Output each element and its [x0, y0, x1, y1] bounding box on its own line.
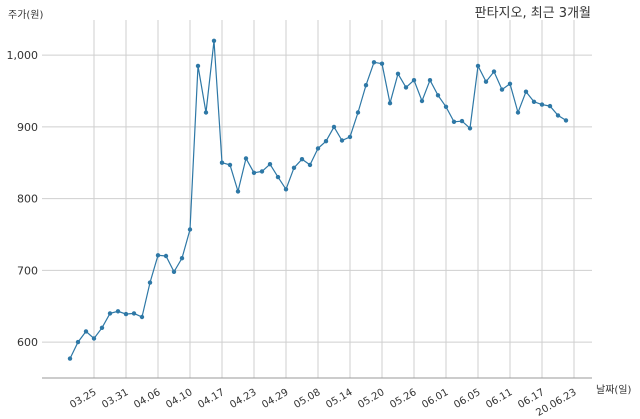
y-tick-label: 900 — [17, 121, 38, 134]
price-point — [275, 174, 281, 180]
price-point — [403, 85, 409, 90]
price-point — [483, 79, 489, 84]
price-point — [131, 311, 137, 316]
x-tick-labels: 03.25 03.31 04.06 04.10 04.17 04.23 04.29 05.08… — [68, 387, 578, 419]
price-point — [203, 110, 209, 115]
price-point — [187, 227, 193, 232]
price-point — [419, 98, 425, 104]
price-point — [459, 118, 465, 124]
x-tick-label: 04.17 — [196, 387, 226, 411]
price-point — [227, 162, 233, 168]
price-point — [219, 160, 225, 165]
price-point — [491, 69, 497, 74]
price-point — [91, 336, 97, 341]
x-tick-label: 04.23 — [228, 387, 258, 411]
price-point — [291, 165, 297, 170]
price-point — [563, 118, 569, 123]
price-point — [339, 138, 345, 143]
price-point — [179, 256, 185, 261]
x-tick-label: 05.20 — [356, 387, 386, 411]
price-point — [307, 162, 313, 168]
x-tick-label: 04.10 — [164, 387, 194, 411]
x-tick-label: 06.05 — [452, 387, 482, 411]
x-tick-label: 06.01 — [420, 387, 450, 411]
price-point — [411, 78, 417, 83]
chart-title: 판타지오, 최근 3개월 — [475, 6, 591, 21]
price-point — [299, 157, 305, 162]
x-tick-label: 05.26 — [388, 387, 418, 411]
price-point — [355, 110, 361, 115]
price-point — [427, 78, 433, 83]
x-tick-label: 04.29 — [260, 387, 290, 411]
price-point — [323, 139, 329, 144]
price-point — [523, 89, 529, 94]
price-point — [363, 83, 369, 88]
price-point — [99, 325, 105, 330]
x-tick-label: 05.14 — [324, 387, 354, 411]
y-tick-label: 1,000 — [7, 49, 39, 62]
price-point — [83, 329, 89, 334]
price-point — [107, 311, 113, 316]
x-axis-label: 날짜(일) — [596, 384, 632, 396]
x-tick-label: 04.06 — [132, 387, 162, 411]
price-point — [195, 63, 201, 69]
x-tick-label: 03.31 — [100, 387, 130, 411]
price-point — [235, 189, 241, 194]
price-point — [379, 61, 385, 66]
price-point — [171, 269, 177, 274]
price-point — [139, 314, 145, 320]
price-point — [259, 169, 265, 174]
x-tick-label: 06.11 — [484, 387, 514, 411]
price-point — [539, 102, 545, 107]
price-point — [123, 311, 129, 317]
price-point — [331, 124, 337, 130]
price-point — [163, 253, 169, 259]
price-point — [475, 63, 481, 69]
price-point — [435, 93, 441, 98]
price-point — [467, 126, 473, 131]
price-point — [371, 60, 377, 65]
price-point — [443, 104, 449, 110]
price-point — [211, 38, 217, 43]
y-tick-label: 700 — [17, 264, 38, 277]
price-point — [115, 309, 121, 314]
x-tick-label: 03.25 — [68, 387, 98, 411]
price-point — [555, 113, 561, 118]
price-point — [387, 101, 393, 106]
price-point — [499, 87, 505, 92]
series — [67, 38, 569, 361]
price-point — [531, 99, 537, 105]
price-point — [147, 280, 153, 285]
y-tick-label: 800 — [17, 193, 38, 206]
price-point — [547, 103, 553, 109]
y-tick-labels: 600 700 800 900 1,000 — [7, 49, 39, 349]
price-point — [243, 156, 249, 161]
price-point — [347, 134, 353, 140]
price-point — [75, 339, 81, 345]
grid-lines — [42, 20, 592, 378]
price-point — [267, 162, 273, 167]
price-point — [283, 187, 289, 192]
price-point — [515, 110, 521, 115]
price-point — [155, 253, 161, 258]
price-point — [251, 170, 257, 175]
y-tick-label: 600 — [17, 336, 38, 349]
price-point — [507, 81, 513, 87]
y-axis-label: 주가(원) — [8, 9, 44, 21]
price-point — [451, 119, 457, 125]
price-point — [315, 146, 321, 151]
price-point — [395, 71, 401, 77]
x-tick-label: 05.08 — [292, 387, 322, 411]
price-point — [67, 356, 73, 361]
